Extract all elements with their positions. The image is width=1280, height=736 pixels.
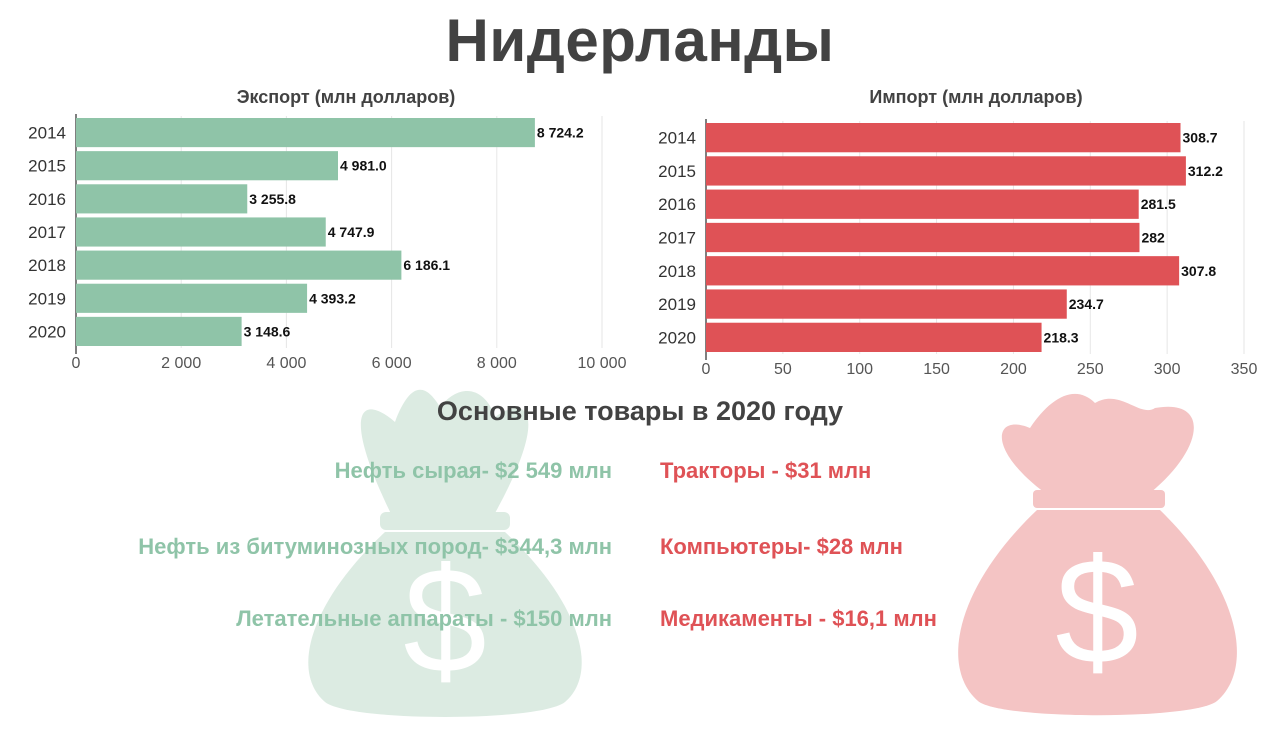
x-tick-label: 150 [923,361,950,378]
bar [76,118,535,148]
data-label: 4 747.9 [328,224,375,240]
import-goods-item: Медикаменты - $16,1 млн [660,606,937,631]
import-goods-item: Компьютеры- $28 млн [660,534,903,559]
export-goods-item: Летательные аппараты - $150 млн [236,606,612,631]
bar [76,151,339,181]
bar [706,123,1181,153]
bar [76,217,326,247]
bar [76,184,248,214]
bar [76,250,402,280]
y-tick-label: 2017 [28,223,66,242]
x-tick-label: 6 000 [372,355,412,372]
import-chart-title: Импорт (млн долларов) [869,87,1082,107]
svg-text:$: $ [403,536,486,704]
y-tick-label: 2017 [658,229,696,248]
x-tick-label: 0 [702,361,711,378]
y-tick-label: 2018 [28,256,66,275]
y-tick-label: 2015 [28,157,66,176]
x-tick-label: 2 000 [161,355,201,372]
data-label: 308.7 [1183,130,1218,146]
goods-heading: Основные товары в 2020 году [436,396,844,426]
x-tick-label: 4 000 [266,355,306,372]
money-bag-icon: $ [958,393,1237,716]
export-goods-item: Нефть сырая- $2 549 млн [334,458,612,483]
import-goods-item: Тракторы - $31 млн [660,458,872,483]
y-tick-label: 2020 [28,322,66,341]
data-label: 282 [1141,230,1165,246]
x-tick-label: 50 [774,361,792,378]
data-label: 3 148.6 [244,323,291,339]
data-label: 6 186.1 [403,257,450,273]
data-label: 3 255.8 [249,191,296,207]
bar [76,316,242,346]
money-bag-icon: $ [308,389,582,717]
y-tick-label: 2019 [658,295,696,314]
bar [706,256,1180,286]
bar [706,289,1067,319]
page-title: Нидерланды [445,7,835,74]
x-tick-label: 200 [1000,361,1027,378]
export-goods-item: Нефть из битуминозных пород- $344,3 млн [138,534,612,559]
data-label: 4 981.0 [340,158,387,174]
data-label: 8 724.2 [537,125,584,141]
y-tick-label: 2016 [28,190,66,209]
data-label: 281.5 [1141,196,1176,212]
data-label: 234.7 [1069,296,1104,312]
x-tick-label: 350 [1231,361,1258,378]
bar [706,156,1186,186]
x-tick-label: 250 [1077,361,1104,378]
y-tick-label: 2014 [658,129,696,148]
bar [706,322,1042,352]
svg-text:$: $ [1055,527,1138,695]
y-tick-label: 2019 [28,289,66,308]
y-tick-label: 2020 [658,328,696,347]
x-tick-label: 300 [1154,361,1181,378]
export-chart-title: Экспорт (млн долларов) [237,87,456,107]
x-tick-label: 10 000 [578,355,627,372]
data-label: 218.3 [1044,329,1079,345]
data-label: 307.8 [1181,263,1216,279]
x-tick-label: 100 [846,361,873,378]
y-tick-label: 2018 [658,262,696,281]
data-label: 4 393.2 [309,290,356,306]
y-tick-label: 2016 [658,195,696,214]
bar [76,283,308,313]
data-label: 312.2 [1188,163,1223,179]
y-tick-label: 2015 [658,162,696,181]
bar [706,189,1139,219]
y-tick-label: 2014 [28,124,66,143]
import-chart: Импорт (млн долларов) 2014 2015 2016 2017 20… [658,87,1258,378]
x-tick-label: 8 000 [477,355,517,372]
bar [706,222,1140,253]
x-tick-label: 0 [72,355,81,372]
export-chart: Экспорт (млн долларов) 2014 2015 2016 2017 2… [28,87,627,372]
